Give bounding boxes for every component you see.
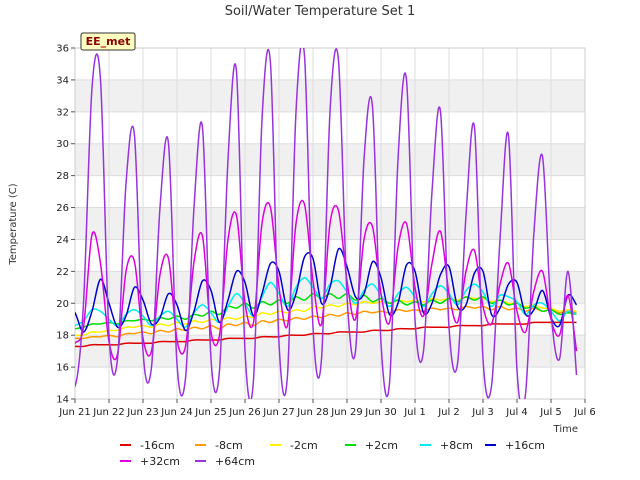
legend-label-plus2cm: +2cm bbox=[365, 439, 398, 452]
y-tick-label: 18 bbox=[56, 331, 69, 342]
series-line-minus8cm bbox=[75, 305, 577, 340]
station-badge-text: EE_met bbox=[86, 35, 131, 48]
x-tick-label: Jun 27 bbox=[262, 407, 295, 418]
y-axis-ticks: 14 16 18 20 22 24 26 28 30 32 34 36 bbox=[56, 44, 75, 406]
y-tick-label: 20 bbox=[56, 299, 69, 310]
series-line-minus2cm bbox=[75, 296, 577, 337]
x-tick-label: Jun 24 bbox=[160, 407, 193, 418]
x-tick-label: Jun 26 bbox=[228, 407, 261, 418]
legend-label-plus64cm: +64cm bbox=[215, 455, 255, 468]
plot-band bbox=[75, 175, 585, 208]
x-tick-label: Jul 5 bbox=[539, 407, 562, 418]
x-tick-label: Jun 22 bbox=[92, 407, 125, 418]
plot-band bbox=[75, 48, 585, 80]
x-tick-label: Jul 1 bbox=[403, 407, 426, 418]
plot-band bbox=[75, 143, 585, 176]
x-tick-label: Jun 25 bbox=[194, 407, 227, 418]
y-tick-label: 14 bbox=[56, 395, 69, 406]
legend-label-plus8cm: +8cm bbox=[440, 439, 473, 452]
x-tick-label: Jun 29 bbox=[330, 407, 363, 418]
station-badge: EE_met bbox=[80, 32, 136, 51]
y-tick-label: 22 bbox=[56, 267, 69, 278]
plot-band bbox=[75, 335, 585, 368]
plot-band bbox=[75, 239, 585, 272]
x-tick-label: Jun 30 bbox=[364, 407, 397, 418]
legend-label-minus2cm: -2cm bbox=[290, 439, 318, 452]
gridlines bbox=[74, 47, 586, 400]
y-tick-label: 30 bbox=[56, 139, 69, 150]
y-tick-label: 28 bbox=[56, 171, 69, 182]
series-line-plus64cm bbox=[75, 48, 578, 399]
station-badge-box bbox=[80, 32, 136, 51]
series-line-plus16cm bbox=[75, 247, 578, 333]
x-tick-label: Jul 4 bbox=[505, 407, 528, 418]
y-tick-label: 32 bbox=[56, 107, 69, 118]
legend-label-plus32cm: +32cm bbox=[140, 455, 180, 468]
legend: -16cm -8cm -2cm +2cm +8cm +16cm +32cm +64cm bbox=[120, 439, 545, 468]
x-tick-label: Jul 2 bbox=[437, 407, 460, 418]
plot-frame bbox=[74, 47, 586, 400]
y-tick-label: 16 bbox=[56, 363, 69, 374]
legend-label-plus16cm: +16cm bbox=[505, 439, 545, 452]
x-axis-label: Time bbox=[553, 424, 578, 435]
y-tick-label: 26 bbox=[56, 203, 69, 214]
legend-label-minus8cm: -8cm bbox=[215, 439, 243, 452]
y-tick-label: 34 bbox=[56, 75, 69, 86]
y-tick-label: 36 bbox=[56, 44, 69, 55]
x-tick-label: Jun 28 bbox=[296, 407, 329, 418]
series-lines bbox=[75, 48, 578, 399]
legend-label-minus16cm: -16cm bbox=[140, 439, 175, 452]
series-line-plus32cm bbox=[75, 199, 578, 361]
series-line-plus8cm bbox=[75, 276, 577, 329]
x-axis-ticks: Jun 21 Jun 22 Jun 23 Jun 24 Jun 25 Jun 26 Jun … bbox=[58, 399, 596, 418]
x-tick-label: Jun 21 bbox=[58, 407, 91, 418]
x-tick-label: Jul 3 bbox=[471, 407, 494, 418]
x-tick-label: Jul 6 bbox=[573, 407, 596, 418]
y-axis-label: Temperature (C) bbox=[8, 183, 19, 265]
y-tick-label: 24 bbox=[56, 235, 69, 246]
plot-band bbox=[75, 367, 585, 399]
chart-title: Soil/Water Temperature Set 1 bbox=[225, 4, 416, 19]
x-tick-label: Jun 23 bbox=[126, 407, 159, 418]
plot-band bbox=[75, 303, 585, 336]
